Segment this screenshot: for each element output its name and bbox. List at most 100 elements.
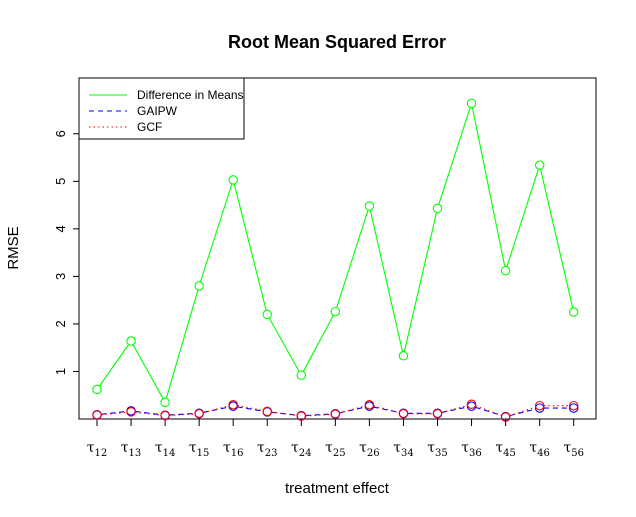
x-tick-label-subscript: 23 bbox=[265, 448, 278, 459]
series-line-segment bbox=[199, 183, 233, 283]
series-layer bbox=[92, 98, 579, 422]
data-point bbox=[534, 403, 545, 413]
x-tick-label-subscript: 26 bbox=[367, 448, 380, 459]
data-point bbox=[466, 98, 477, 109]
x-tick-label: τ15 bbox=[189, 440, 209, 459]
data-point bbox=[194, 409, 204, 419]
x-tick-label-base: τ bbox=[121, 440, 129, 456]
data-point bbox=[92, 410, 102, 420]
y-tick-label: 6 bbox=[53, 130, 68, 137]
series-line-segment bbox=[506, 168, 539, 267]
x-tick-label-subscript: 25 bbox=[333, 448, 346, 459]
series-line-segment bbox=[475, 405, 502, 417]
data-point bbox=[466, 399, 477, 410]
series-line-segment bbox=[336, 209, 369, 308]
series-line-segment bbox=[302, 315, 334, 372]
x-tick-label-base: τ bbox=[461, 440, 469, 456]
x-tick-label-subscript: 16 bbox=[231, 448, 244, 459]
data-point bbox=[432, 409, 443, 419]
legend-label: Difference in Means bbox=[137, 88, 244, 102]
series-line-segment bbox=[101, 410, 127, 415]
x-tick-label: τ12 bbox=[87, 440, 107, 459]
x-tick-label-subscript: 36 bbox=[469, 448, 482, 459]
x-tick-label: τ14 bbox=[155, 440, 175, 459]
data-point bbox=[568, 403, 579, 413]
x-tick-label-subscript: 24 bbox=[299, 448, 312, 459]
x-tick-label-base: τ bbox=[427, 440, 435, 456]
y-tick-label: 3 bbox=[53, 273, 68, 280]
x-tick-label: τ25 bbox=[325, 440, 345, 459]
series-line-segment bbox=[540, 169, 574, 309]
series-line-segment bbox=[271, 411, 298, 416]
data-point bbox=[160, 410, 170, 421]
x-tick-label-base: τ bbox=[563, 440, 571, 456]
series-line-segment bbox=[98, 344, 130, 387]
data-point bbox=[534, 400, 545, 411]
x-tick-label: τ24 bbox=[291, 440, 311, 459]
series-line-segment bbox=[369, 210, 404, 352]
y-axis-title: RMSE bbox=[5, 226, 22, 269]
data-point bbox=[398, 409, 409, 419]
x-tick-label-subscript: 15 bbox=[197, 448, 210, 459]
series-line-segment bbox=[233, 183, 267, 311]
data-point bbox=[466, 401, 477, 411]
x-tick-label: τ35 bbox=[427, 440, 447, 459]
series-line-segment bbox=[471, 107, 506, 267]
x-tick-label-base: τ bbox=[359, 440, 367, 456]
x-tick-label-base: τ bbox=[87, 440, 95, 456]
x-tick-label-subscript: 14 bbox=[163, 448, 176, 459]
data-point bbox=[126, 407, 136, 417]
data-point bbox=[126, 336, 136, 346]
data-point bbox=[364, 201, 375, 211]
series-line-segment bbox=[509, 406, 536, 417]
series-gcf bbox=[92, 399, 579, 422]
x-tick-label: τ13 bbox=[121, 440, 141, 459]
series-line-segment bbox=[305, 413, 332, 416]
x-tick-label-subscript: 56 bbox=[571, 448, 584, 459]
data-point bbox=[364, 399, 375, 410]
data-point bbox=[398, 351, 409, 361]
data-point bbox=[228, 175, 238, 185]
series-line-segment bbox=[441, 406, 468, 413]
x-tick-label: τ46 bbox=[529, 440, 549, 459]
series-line-segment bbox=[237, 406, 264, 412]
chart-title: Root Mean Squared Error bbox=[228, 32, 446, 52]
x-tick-label-base: τ bbox=[495, 440, 503, 456]
series-line-segment bbox=[135, 410, 162, 416]
x-tick-label: τ56 bbox=[563, 440, 583, 459]
series-line-segment bbox=[132, 344, 164, 399]
x-tick-label: τ23 bbox=[257, 440, 277, 459]
data-point bbox=[262, 406, 272, 417]
data-point bbox=[330, 409, 341, 419]
x-tick-label: τ16 bbox=[223, 440, 243, 459]
data-point bbox=[228, 399, 238, 410]
y-tick-label: 1 bbox=[53, 368, 68, 375]
series-line-segment bbox=[268, 317, 300, 372]
data-point bbox=[432, 203, 443, 214]
x-tick-label-base: τ bbox=[393, 440, 401, 456]
x-tick-label-subscript: 12 bbox=[95, 448, 108, 459]
series-line-segment bbox=[165, 289, 199, 399]
x-tick-label-base: τ bbox=[325, 440, 333, 456]
series-line-segment bbox=[237, 405, 264, 412]
x-tick-label-base: τ bbox=[155, 440, 163, 456]
x-tick-label-subscript: 13 bbox=[129, 448, 142, 459]
x-axis-title: treatment effect bbox=[285, 480, 390, 497]
data-point bbox=[500, 265, 511, 276]
y-axis: 1 2 3 4 5 6 bbox=[53, 130, 80, 375]
series-line-segment bbox=[509, 408, 536, 417]
data-point bbox=[296, 411, 307, 421]
y-tick-label: 4 bbox=[53, 225, 68, 232]
x-tick-label-base: τ bbox=[257, 440, 265, 456]
x-axis: τ12 τ13 τ14 τ15 τ16 τ23 τ24 τ25 τ26 τ34 τ35 τ36 τ45 τ… bbox=[87, 418, 584, 459]
data-point bbox=[500, 412, 511, 422]
data-point bbox=[330, 306, 341, 317]
x-tick-label-base: τ bbox=[189, 440, 197, 456]
x-tick-label: τ45 bbox=[495, 440, 515, 459]
x-tick-label-base: τ bbox=[291, 440, 299, 456]
x-tick-label-subscript: 35 bbox=[435, 448, 448, 459]
series-line-segment bbox=[339, 406, 366, 414]
data-point bbox=[160, 397, 170, 408]
y-tick-label: 5 bbox=[53, 178, 68, 185]
